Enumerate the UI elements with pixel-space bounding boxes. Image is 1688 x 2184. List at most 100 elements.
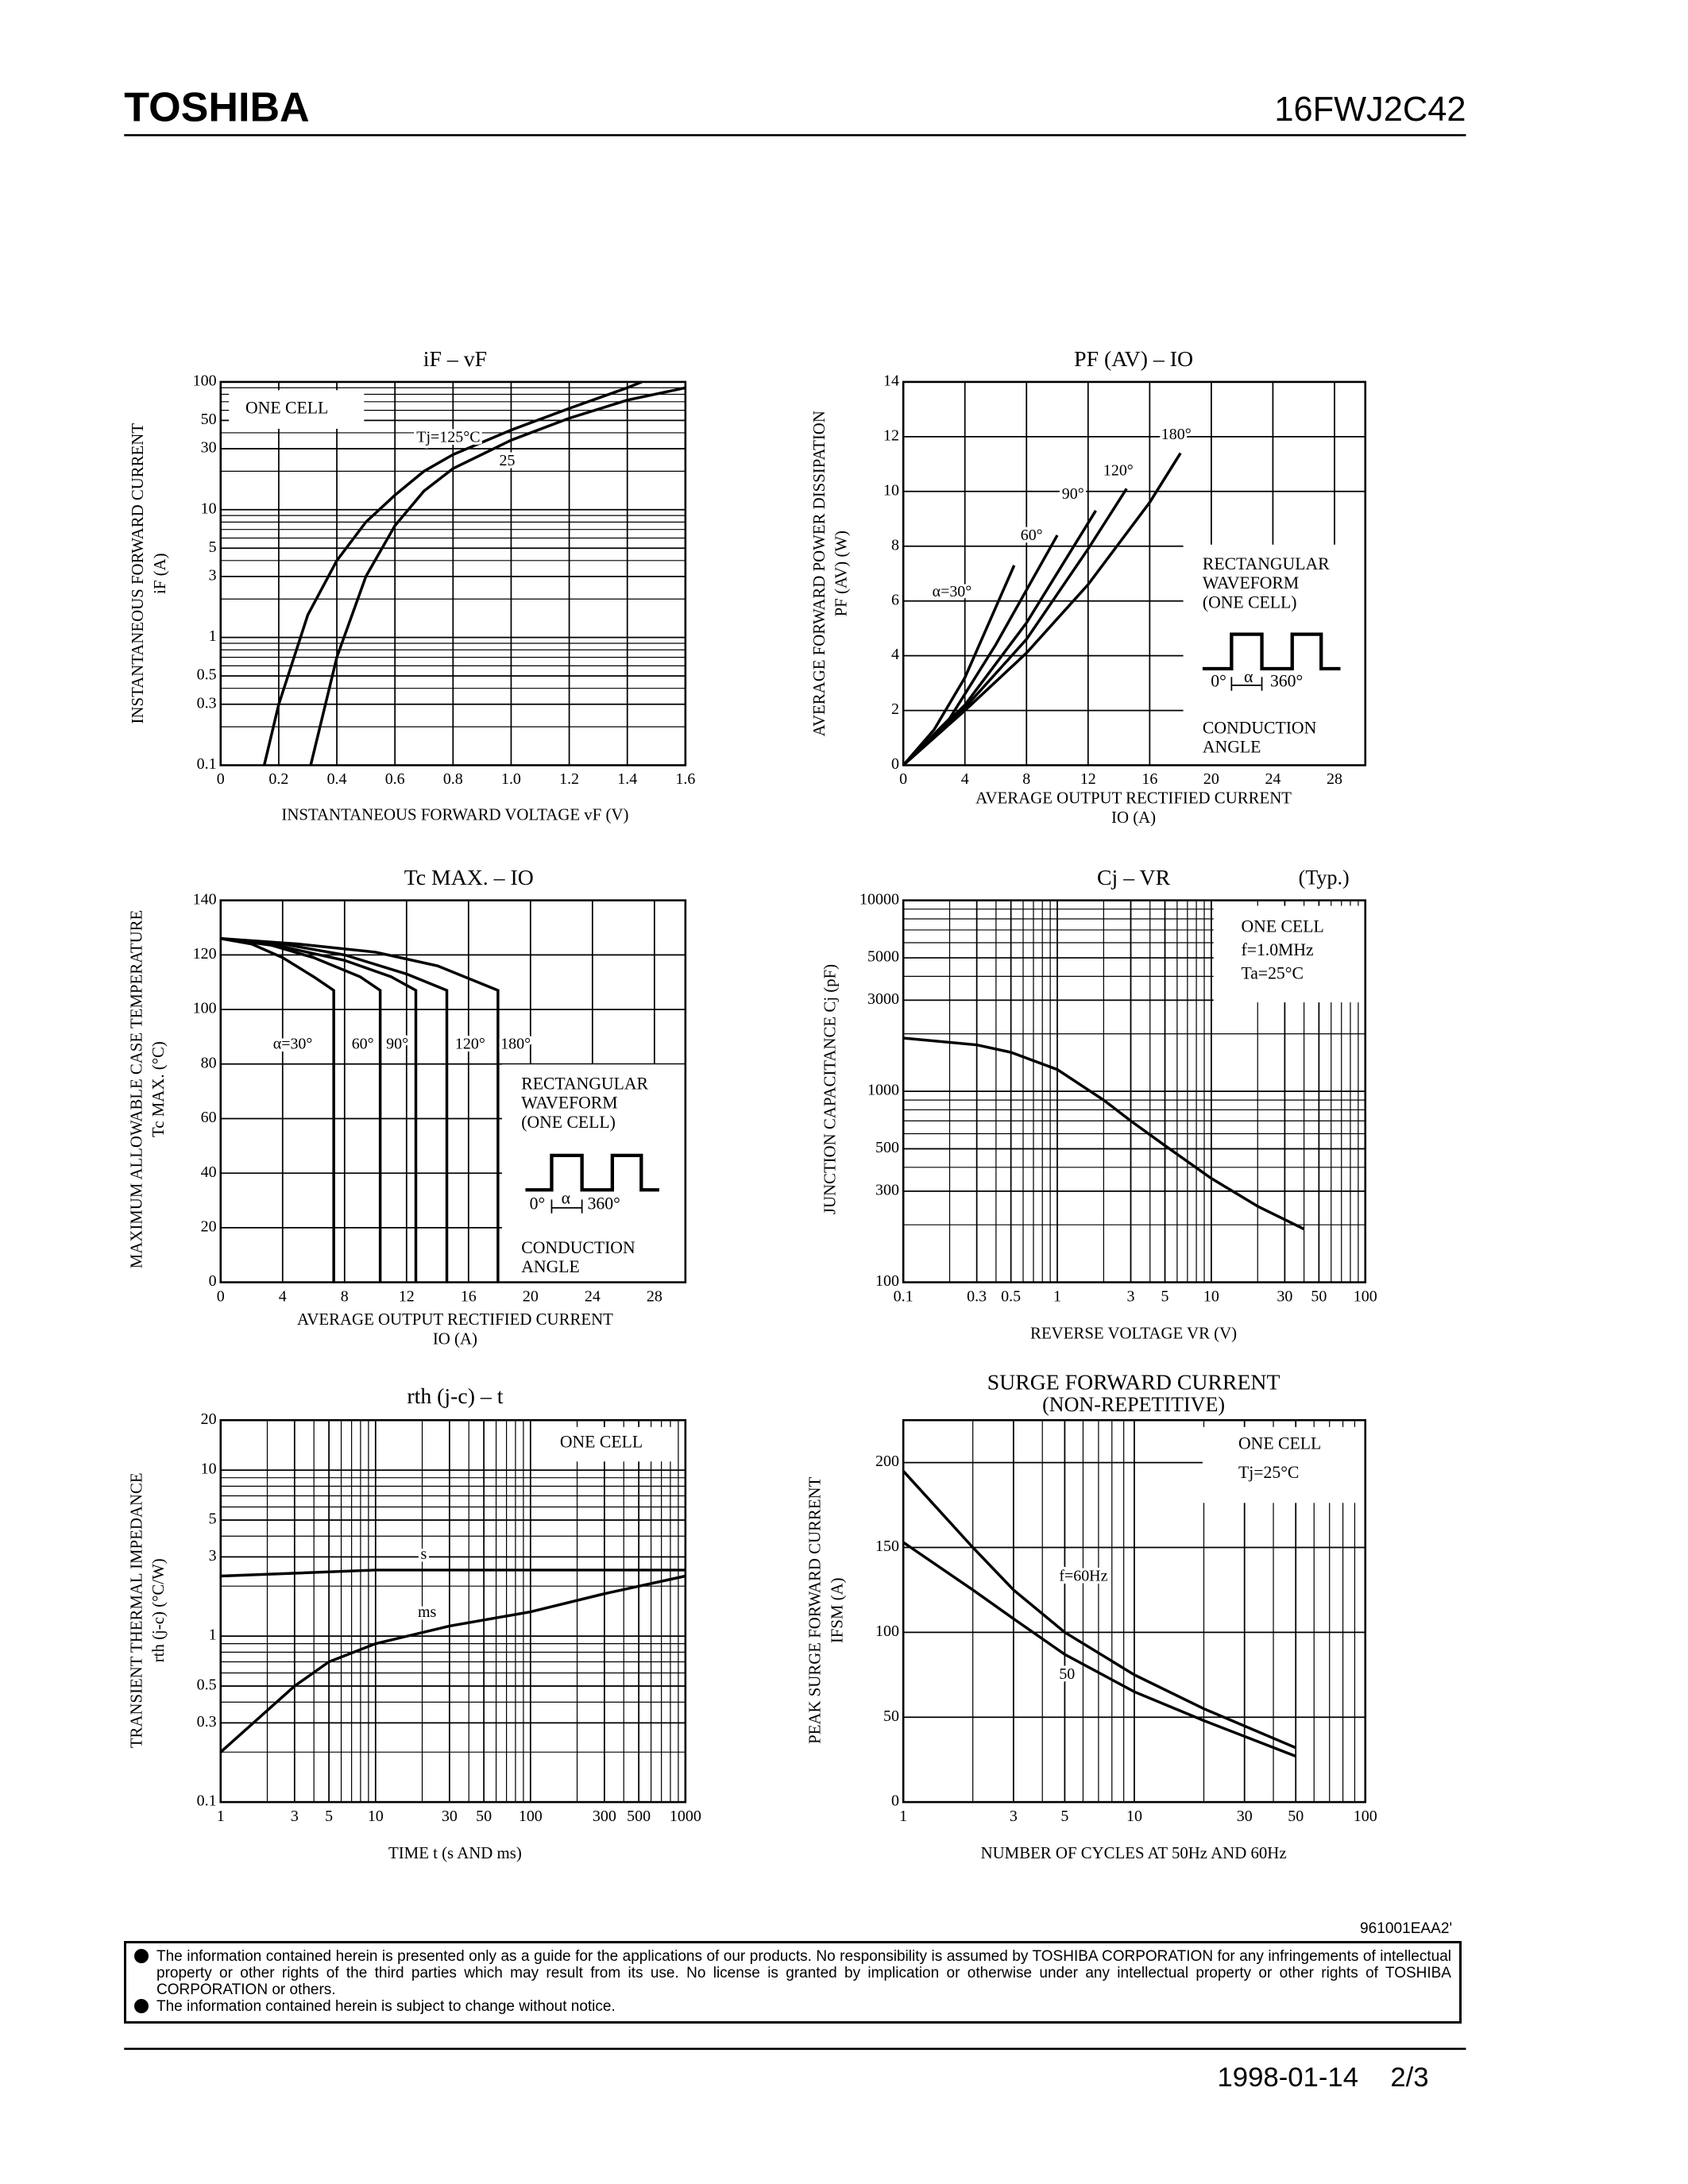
x-tick-label: 10 <box>368 1808 384 1825</box>
x-tick-label: 100 <box>519 1808 543 1825</box>
curve <box>902 1541 1296 1758</box>
curve <box>902 452 1182 766</box>
y-tick-label: 2 <box>891 700 899 718</box>
y-tick-label: 4 <box>891 646 899 663</box>
annotation: f=1.0MHz <box>1241 940 1314 959</box>
x-axis-label: IO (A) <box>433 1329 477 1348</box>
plot-frame <box>902 1418 1367 1804</box>
annotation: RECTANGULAR <box>521 1074 648 1093</box>
annotation-box <box>1183 544 1365 766</box>
disclaimer-box: The information contained herein is pres… <box>124 1941 1462 2024</box>
x-tick-label: 1.0 <box>501 770 521 788</box>
x-tick-label: 0 <box>217 770 225 788</box>
y-axis-label: iF (A) <box>150 553 169 594</box>
x-tick-label: 28 <box>647 1287 662 1305</box>
x-tick-label: 1 <box>217 1808 225 1825</box>
y-tick-label: 0.3 <box>197 694 217 712</box>
x-tick-label: 50 <box>1288 1808 1304 1825</box>
x-tick-label: 100 <box>1354 1287 1377 1305</box>
series-label: s <box>421 1545 427 1563</box>
series-label: 60° <box>1021 527 1043 544</box>
x-axis-label: REVERSE VOLTAGE VR (V) <box>1030 1323 1237 1342</box>
x-tick-label: 100 <box>1354 1808 1377 1825</box>
x-tick-label: 1 <box>1053 1287 1061 1305</box>
x-tick-label: 3 <box>1127 1287 1135 1305</box>
curve <box>219 1574 686 1754</box>
curve <box>902 1470 1296 1750</box>
x-axis-label: TIME t (s AND ms) <box>388 1843 522 1862</box>
y-tick-label: 50 <box>883 1707 899 1725</box>
series-label: 60° <box>352 1036 374 1053</box>
series-label: α=30° <box>273 1036 313 1053</box>
y-tick-label: 0.1 <box>197 755 217 773</box>
x-axis-label: NUMBER OF CYCLES AT 50Hz AND 60Hz <box>981 1843 1287 1862</box>
annotation-box <box>229 390 365 429</box>
x-tick-label: 0.6 <box>385 770 405 788</box>
x-tick-label: 5 <box>325 1808 333 1825</box>
x-tick-label: 12 <box>1080 770 1096 788</box>
y-axis-label: MAXIMUM ALLOWABLE CASE TEMPERATURE <box>126 910 145 1268</box>
plot-frame <box>902 899 1367 1283</box>
x-tick-label: 10 <box>1126 1808 1142 1825</box>
annotation: 0° <box>1211 671 1226 690</box>
x-tick-label: 1.4 <box>617 770 637 788</box>
x-axis-label: AVERAGE OUTPUT RECTIFIED CURRENT <box>975 789 1292 808</box>
y-tick-label: 10 <box>201 1461 217 1478</box>
y-tick-label: 8 <box>891 536 899 554</box>
annotation-box <box>501 1064 686 1283</box>
annotation-box <box>1213 905 1365 1003</box>
doc-code: 961001EAA2' <box>1360 1920 1452 1937</box>
bullet: The information contained herein is pres… <box>134 1948 1451 1998</box>
series-label: Tj=125°C <box>416 429 480 446</box>
waveform-icon <box>525 1153 659 1192</box>
series-label: 90° <box>1062 485 1084 503</box>
y-axis-label: IFSM (A) <box>827 1577 846 1643</box>
y-tick-label: 3 <box>209 1547 217 1565</box>
waveform-icon <box>1202 632 1341 671</box>
y-tick-label: 100 <box>875 1623 899 1640</box>
annotation: α <box>562 1188 570 1207</box>
series-label: 90° <box>386 1036 408 1053</box>
y-tick-label: 20 <box>201 1217 217 1235</box>
chart-title: SURGE FORWARD CURRENT <box>987 1370 1280 1395</box>
annotation-box <box>538 1426 676 1462</box>
x-axis-label: AVERAGE OUTPUT RECTIFIED CURRENT <box>297 1310 613 1329</box>
series-label: 120° <box>1103 461 1134 479</box>
y-axis-label: Tc MAX. (°C) <box>149 1041 168 1137</box>
y-tick-label: 20 <box>201 1410 217 1428</box>
y-tick-label: 80 <box>201 1054 217 1071</box>
y-tick-label: 0.3 <box>197 1713 217 1731</box>
brand: TOSHIBA <box>124 85 309 131</box>
page-number: 2/3 <box>1390 2062 1428 2093</box>
annotation: RECTANGULAR <box>1203 554 1330 573</box>
y-tick-label: 1000 <box>867 1082 899 1099</box>
x-tick-label: 30 <box>442 1808 458 1825</box>
x-tick-label: 0.3 <box>967 1287 987 1305</box>
y-tick-label: 100 <box>193 1000 217 1017</box>
x-tick-label: 20 <box>523 1287 539 1305</box>
x-tick-label: 500 <box>627 1808 651 1825</box>
curve <box>220 937 382 1283</box>
annotation: (ONE CELL) <box>521 1113 616 1132</box>
series-label: 180° <box>500 1036 531 1053</box>
series-label: f=60Hz <box>1059 1568 1107 1585</box>
y-tick-label: 5 <box>209 538 217 556</box>
plot-frame <box>902 380 1367 766</box>
x-tick-label: 4 <box>279 1287 287 1305</box>
series-label: 120° <box>455 1036 485 1053</box>
x-tick-label: 0.1 <box>894 1287 914 1305</box>
y-tick-label: 5000 <box>867 948 899 966</box>
chart-subtitle: (Typ.) <box>1299 866 1350 889</box>
x-tick-label: 12 <box>399 1287 415 1305</box>
y-tick-label: 40 <box>201 1163 217 1181</box>
y-axis-label: JUNCTION CAPACITANCE Cj (pF) <box>821 964 840 1214</box>
y-tick-label: 200 <box>875 1453 899 1470</box>
x-tick-label: 1000 <box>670 1808 701 1825</box>
curve <box>220 937 335 1283</box>
x-tick-label: 10 <box>1203 1287 1219 1305</box>
y-tick-label: 30 <box>201 439 217 457</box>
disclaimer-text: The information contained herein is pres… <box>156 1948 1451 1998</box>
curve <box>902 1036 1305 1231</box>
y-tick-label: 14 <box>883 372 899 389</box>
